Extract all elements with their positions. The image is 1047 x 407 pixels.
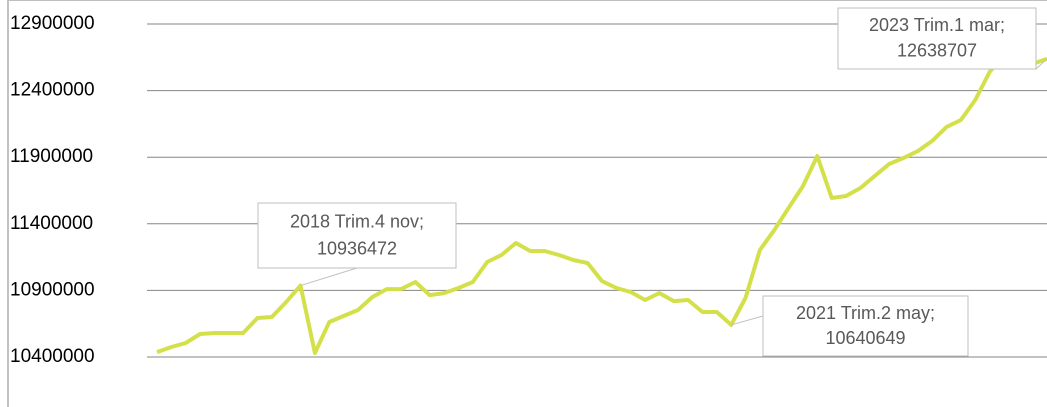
callout-value: 10640649: [825, 328, 905, 348]
y-tick-label: 10900000: [10, 279, 95, 300]
callout-value: 12638707: [897, 41, 977, 61]
callout-leader: [300, 267, 358, 287]
callout-leader: [1035, 58, 1047, 70]
data-line: [156, 43, 1047, 355]
callout-category: 2023 Trim.1 mar;: [869, 15, 1005, 35]
callout-category: 2018 Trim.4 nov;: [290, 211, 424, 231]
callout-category: 2021 Trim.2 may;: [796, 303, 935, 323]
y-tick-label: 11400000: [10, 213, 93, 234]
y-tick-label: 11900000: [10, 146, 93, 167]
callout-leader: [731, 315, 764, 326]
y-tick-label: 12400000: [10, 80, 95, 101]
callout-box: [257, 202, 457, 269]
y-tick-label: 10400000: [10, 346, 95, 367]
callout-box: [762, 295, 969, 357]
callout-value: 10936472: [317, 239, 397, 259]
callout-box: [837, 7, 1037, 70]
y-tick-label: 12900000: [10, 13, 95, 34]
